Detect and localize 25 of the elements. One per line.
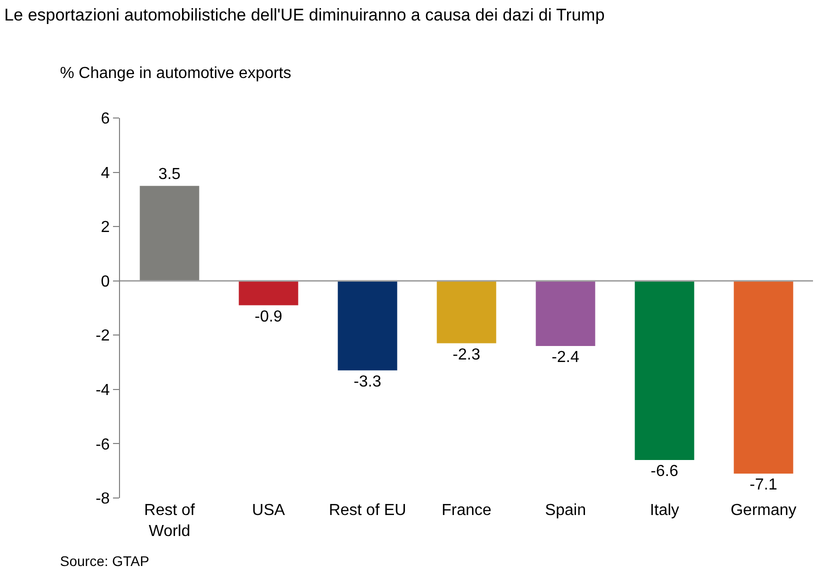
y-tick-label: -8 [96,490,110,508]
data-label: -2.3 [452,346,480,364]
y-axis-title: % Change in automotive exports [60,65,292,82]
x-tick-label: Germany [730,502,796,519]
x-tick-label: USA [252,502,286,519]
y-tick-label: -4 [96,382,110,400]
x-tick-label: Rest of EU [328,502,406,519]
source-note: Source: GTAP [60,553,150,569]
y-tick-label: 4 [100,164,110,182]
y-tick-label: 6 [100,110,110,128]
data-label: 3.5 [158,166,181,183]
x-tick-label: France [442,502,492,519]
data-label: -3.3 [354,373,382,390]
data-label: -6.6 [650,463,678,480]
y-tick-label: 0 [100,273,110,290]
x-tick-label: Rest of World [144,502,196,540]
data-label: -2.4 [552,349,580,366]
data-label: -0.9 [254,308,282,326]
y-tick-label: 2 [100,219,110,236]
x-tick-label: Italy [650,502,680,519]
data-label: -7.1 [750,476,778,494]
x-tick-label: Spain [545,502,586,519]
y-tick-label: -2 [96,328,110,345]
y-tick-label: -6 [96,436,110,454]
chart-title: Le esportazioni automobilistiche dell'UE diminuiranno a causa dei dazi di Trump [4,6,605,25]
